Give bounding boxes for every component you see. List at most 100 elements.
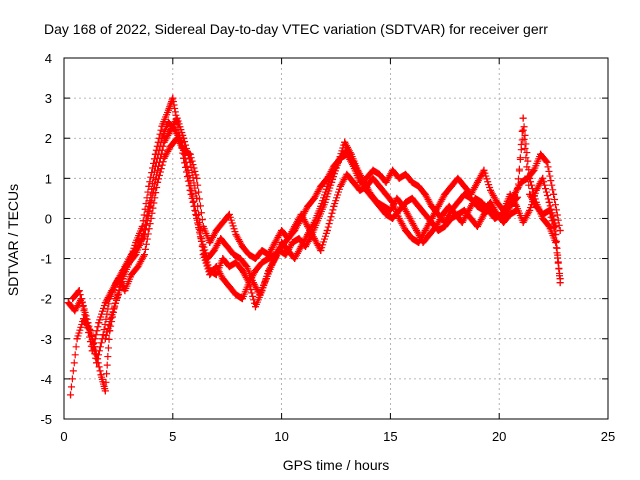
data-point bbox=[519, 114, 527, 122]
data-point bbox=[552, 222, 560, 230]
data-point bbox=[393, 194, 401, 202]
data-point bbox=[460, 190, 468, 198]
data-point bbox=[471, 194, 479, 202]
data-point bbox=[458, 218, 466, 226]
data-point bbox=[297, 214, 305, 222]
data-point bbox=[141, 251, 149, 259]
data-point bbox=[219, 275, 227, 283]
data-point bbox=[513, 206, 521, 214]
data-point bbox=[271, 239, 279, 247]
data-point bbox=[134, 243, 142, 251]
x-tick-label: 0 bbox=[60, 429, 67, 444]
data-point bbox=[295, 235, 303, 242]
data-point bbox=[428, 202, 436, 210]
data-point bbox=[225, 283, 233, 291]
data-point bbox=[206, 271, 214, 279]
data-point bbox=[212, 263, 220, 271]
y-axis-label: SDTVAR / TECUs bbox=[5, 184, 21, 296]
data-point bbox=[278, 243, 286, 251]
data-point bbox=[193, 194, 201, 202]
data-point bbox=[493, 198, 501, 206]
data-point bbox=[362, 186, 370, 194]
data-point bbox=[330, 202, 338, 210]
data-point bbox=[236, 255, 244, 263]
data-point bbox=[160, 138, 168, 146]
data-point bbox=[67, 391, 75, 399]
data-point bbox=[223, 243, 231, 251]
data-point bbox=[454, 210, 462, 218]
data-point bbox=[480, 166, 488, 174]
data-point bbox=[478, 198, 486, 206]
x-tick-label: 5 bbox=[169, 429, 176, 444]
data-point bbox=[454, 174, 462, 182]
data-point bbox=[75, 287, 83, 295]
data-point bbox=[341, 138, 349, 146]
data-point bbox=[238, 243, 246, 251]
data-point bbox=[243, 263, 251, 271]
data-point bbox=[556, 226, 564, 234]
data-point bbox=[101, 299, 109, 307]
data-point bbox=[173, 114, 181, 122]
data-point bbox=[230, 251, 238, 259]
data-point bbox=[343, 170, 351, 178]
data-point bbox=[539, 214, 547, 222]
data-point bbox=[382, 178, 390, 186]
data-point bbox=[69, 295, 77, 303]
data-point bbox=[141, 230, 149, 238]
data-point bbox=[369, 194, 377, 202]
data-point bbox=[552, 239, 560, 247]
data-point bbox=[323, 226, 331, 234]
data-point bbox=[415, 202, 423, 210]
data-point bbox=[251, 303, 259, 311]
data-point bbox=[258, 247, 266, 255]
data-point bbox=[256, 291, 264, 299]
data-point bbox=[282, 251, 290, 259]
data-point bbox=[426, 230, 434, 238]
data-point bbox=[164, 106, 172, 114]
data-point bbox=[225, 263, 233, 271]
data-point bbox=[232, 291, 240, 299]
data-point bbox=[64, 299, 72, 307]
data-point bbox=[97, 371, 105, 379]
data-point bbox=[349, 178, 357, 186]
data-point bbox=[127, 271, 135, 279]
data-point bbox=[173, 134, 181, 142]
data-point bbox=[302, 243, 310, 251]
y-tick-label: -2 bbox=[40, 292, 52, 307]
data-point bbox=[519, 126, 527, 134]
data-point bbox=[402, 170, 410, 178]
data-point bbox=[421, 210, 429, 218]
data-point bbox=[71, 307, 79, 315]
data-point bbox=[460, 206, 468, 214]
data-point bbox=[206, 239, 214, 247]
data-point bbox=[108, 311, 116, 319]
data-point bbox=[480, 210, 488, 218]
data-point bbox=[154, 166, 162, 174]
data-point bbox=[199, 251, 207, 259]
data-point bbox=[376, 202, 384, 210]
data-point bbox=[447, 214, 455, 222]
data-point bbox=[539, 174, 547, 182]
data-point bbox=[114, 291, 122, 299]
data-point bbox=[545, 222, 553, 230]
series-marker-trail bbox=[69, 134, 560, 355]
data-point bbox=[121, 263, 129, 271]
data-point bbox=[376, 170, 384, 178]
data-point bbox=[251, 255, 259, 263]
data-point bbox=[310, 235, 318, 242]
data-point bbox=[369, 174, 377, 182]
data-point bbox=[265, 255, 273, 263]
data-point bbox=[284, 235, 292, 242]
data-point bbox=[376, 182, 384, 190]
data-point bbox=[217, 235, 225, 242]
data-point bbox=[304, 202, 312, 210]
data-point bbox=[500, 218, 508, 226]
data-point bbox=[421, 226, 429, 234]
data-point bbox=[323, 174, 331, 182]
data-point bbox=[454, 198, 462, 206]
y-tick-label: -3 bbox=[40, 332, 52, 347]
data-point bbox=[395, 206, 403, 214]
data-point bbox=[543, 158, 551, 166]
data-point bbox=[219, 255, 227, 263]
grid-lines bbox=[64, 58, 608, 419]
